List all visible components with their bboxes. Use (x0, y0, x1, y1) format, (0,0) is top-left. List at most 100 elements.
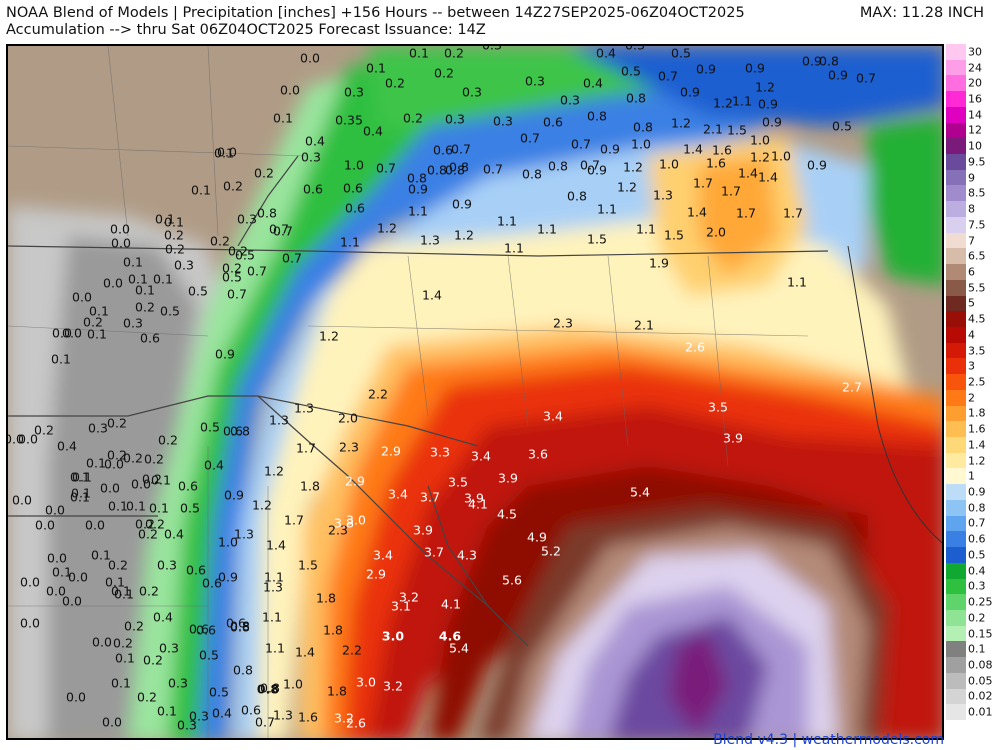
precip-value-label: 0.2 (135, 299, 155, 315)
precip-value-label: 0.3 (177, 717, 197, 733)
precip-value-label: 0.4 (153, 609, 173, 625)
precip-value-label: 3.2 (334, 710, 354, 726)
precip-value-label: 3.0 (356, 674, 376, 690)
precip-value-label: 0.9 (587, 162, 607, 178)
precip-value-label: 2.9 (345, 473, 365, 489)
precip-value-label: 0.3 (493, 113, 513, 129)
precip-value-label: 0.2 (385, 75, 405, 91)
precip-value-label: 3.7 (420, 489, 440, 505)
legend-swatch (946, 44, 966, 61)
precip-value-label: 0.2 (34, 422, 54, 438)
legend-swatch (946, 672, 966, 690)
precip-value-label: 0.5 (621, 63, 641, 79)
legend-label: 16 (968, 92, 982, 106)
legend-label: 9.5 (968, 155, 986, 169)
precip-value-label: 1.2 (319, 328, 339, 344)
precip-value-label: 3.3 (430, 444, 450, 460)
precip-value-label: 0.0 (111, 235, 131, 251)
legend-label: 24 (968, 61, 982, 75)
precip-value-label: 0.5 (188, 283, 208, 299)
precip-value-label: 0.8 (407, 170, 427, 186)
precip-value-label: 4.9 (527, 529, 547, 545)
legend-swatch (946, 311, 966, 328)
precip-value-label: 1.3 (273, 707, 293, 723)
precip-value-label: 3.6 (528, 446, 548, 462)
precip-value-label: 0.4 (596, 45, 616, 61)
precip-value-label: 0.6 (189, 621, 209, 637)
legend-swatch (946, 531, 966, 548)
precip-value-label: 0.8 (230, 423, 250, 439)
legend-swatch (946, 562, 966, 579)
precip-value-label: 1.1 (597, 201, 617, 217)
precip-value-label: 1.1 (408, 203, 428, 219)
legend-swatch (946, 264, 966, 281)
precip-value-label: 0.2 (144, 451, 164, 467)
legend-label: 0.25 (968, 595, 993, 609)
legend-swatch (946, 421, 966, 438)
precip-value-label: 1.3 (420, 232, 440, 248)
legend-swatch (946, 641, 966, 658)
precip-value-label: 1.6 (712, 142, 732, 158)
legend-swatch (946, 389, 966, 407)
legend-swatch (946, 75, 966, 92)
legend-swatch (946, 609, 966, 627)
precip-value-label: 0.2 (83, 314, 103, 330)
precip-value-label: 1.7 (693, 175, 713, 191)
precip-value-label: 0.1 (87, 326, 107, 342)
precip-value-label: 1.4 (266, 537, 286, 553)
coastline (847, 245, 942, 544)
precip-value-label: 0.2 (135, 516, 155, 532)
legend-swatch (946, 154, 966, 171)
precip-value-label: 0.0 (217, 144, 237, 160)
legend-label: 7.5 (968, 218, 986, 232)
precip-value-label: 0.7 (856, 70, 876, 86)
precip-value-label: 0.4 (204, 457, 224, 473)
precip-value-label: 0.3 (123, 315, 143, 331)
precip-value-label: 1.5 (727, 122, 747, 138)
legend-label: 0.6 (968, 532, 986, 546)
legend-label: 0.7 (968, 516, 986, 530)
max-value-label: MAX: 11.28 INCH (859, 5, 984, 21)
precip-value-label: 1.1 (787, 274, 807, 290)
precip-value-label: 1.2 (454, 227, 474, 243)
precip-value-label: 0.1 (91, 547, 111, 563)
precip-value-label: 0.3 (344, 84, 364, 100)
legend-label: 0.9 (968, 485, 986, 499)
legend-swatch (946, 216, 966, 234)
precip-value-label: 2.3 (339, 439, 359, 455)
precip-value-label: 0.1 (86, 455, 106, 471)
precip-value-label: 1.2 (750, 149, 770, 165)
precip-value-label: 1.2 (671, 115, 691, 131)
legend-label: 1.2 (968, 454, 986, 468)
precip-value-label: 0.0 (85, 517, 105, 533)
precip-value-label: 0.0 (35, 517, 55, 533)
precip-value-label: 0.1 (191, 182, 211, 198)
precip-value-label: 0.2 (444, 45, 464, 61)
precip-value-label: 3.0 (346, 512, 366, 528)
legend-label: 1.6 (968, 422, 986, 436)
precip-value-label: 1.3 (234, 526, 254, 542)
legend-swatch (946, 232, 966, 249)
precip-value-label: 0.9 (452, 196, 472, 212)
precip-value-label: 1.4 (738, 165, 758, 181)
precip-value-label: 0.1 (126, 498, 146, 514)
legend-label: 1 (968, 469, 975, 483)
legend-label: 0.2 (968, 611, 986, 625)
precip-value-label: 0.7 (580, 157, 600, 173)
precip-value-label: 1.2 (713, 95, 733, 111)
legend-swatch (946, 326, 966, 344)
legend-swatch (946, 91, 966, 108)
precip-value-label: 3.8 (334, 515, 354, 531)
precip-value-label: 0.9 (218, 569, 238, 585)
precip-value-label: 3.9 (498, 470, 518, 486)
legend-swatch (946, 106, 966, 124)
county-boundaries (8, 46, 809, 738)
precip-value-label: 0.0 (18, 431, 38, 447)
precip-value-label: 1.1 (264, 569, 284, 585)
legend-swatch (946, 499, 966, 517)
precip-value-label: 2.9 (381, 443, 401, 459)
precip-value-label: 1.6 (706, 155, 726, 171)
precip-value-label: 0.1 (153, 271, 173, 287)
precip-value-label: 2.0 (706, 224, 726, 240)
legend-label: 30 (968, 45, 982, 59)
